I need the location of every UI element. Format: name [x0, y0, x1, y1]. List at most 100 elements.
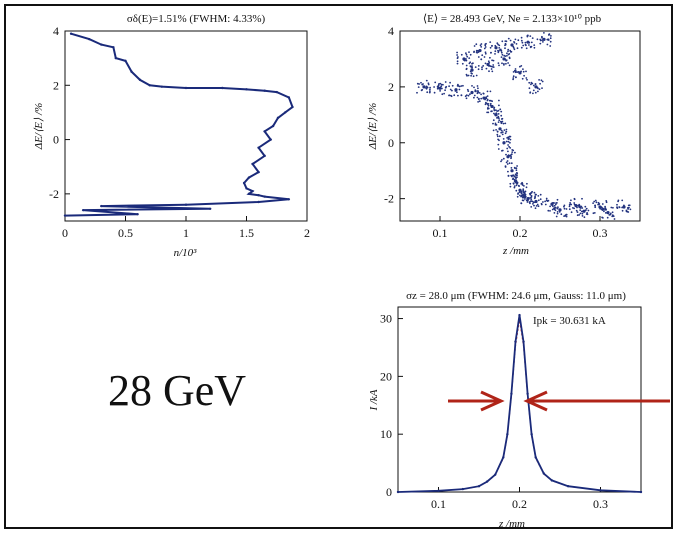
- p2-scatter-dot: [470, 72, 473, 75]
- p2-scatter-dot: [618, 206, 621, 209]
- p2-scatter-dot: [483, 56, 486, 58]
- p2-scatter-dot: [613, 218, 616, 220]
- p2-scatter-dot: [507, 150, 509, 153]
- p2-x-tick-label: 0.3: [593, 226, 608, 240]
- p2-scatter-dot: [506, 147, 509, 150]
- p1-data-point: [100, 204, 103, 208]
- energy-label: 28 GeV: [108, 366, 247, 415]
- p1-series-line: [64, 32, 294, 217]
- p2-scatter-dot: [525, 199, 528, 202]
- p2-y-ticks: 4 2 0 -2: [384, 24, 405, 206]
- p2-scatter-dot: [586, 212, 588, 214]
- p2-scatter-dot: [510, 153, 513, 156]
- p2-scatter-dot: [549, 40, 552, 43]
- p2-scatter-dot: [519, 194, 521, 197]
- p2-scatter-dot: [537, 87, 539, 90]
- p2-scatter-dot: [525, 70, 527, 73]
- p2-scatter-dot: [463, 59, 466, 62]
- p2-scatter-dot: [521, 77, 524, 80]
- p2-y-tick-label: 0: [388, 136, 394, 150]
- p2-scatter-dot: [456, 54, 458, 56]
- p2-scatter-dot: [579, 209, 582, 212]
- p2-scatter-dot: [494, 122, 497, 125]
- p2-scatter-dot: [416, 91, 418, 94]
- p2-scatter-dot: [605, 201, 608, 204]
- p2-scatter-dot: [477, 65, 480, 67]
- p2-scatter-dot: [592, 202, 594, 205]
- p2-scatter-dot: [539, 42, 542, 45]
- p2-scatter-dot: [549, 210, 551, 212]
- p2-scatter-dot: [509, 147, 512, 149]
- p2-scatter-dot: [465, 97, 468, 100]
- p1-data-point: [291, 105, 294, 109]
- p2-scatter-dot: [522, 189, 525, 192]
- p2-scatter-dot: [554, 203, 557, 206]
- p1-data-point: [81, 208, 85, 212]
- p2-scatter-dot: [548, 33, 551, 36]
- p2-scatter-dot: [581, 207, 584, 209]
- p2-scatter-dot: [543, 32, 545, 34]
- p1-data-point: [284, 111, 287, 114]
- p1-data-point: [276, 116, 280, 120]
- p1-y-label: ΔE/⟨E⟩ /%: [33, 103, 45, 151]
- p2-scatter-dot: [521, 183, 524, 185]
- peak-current-annotation: Ipk = 30.631 kA: [533, 315, 606, 327]
- p2-scatter-dot: [530, 196, 533, 198]
- p2-scatter-dot: [504, 55, 507, 57]
- p2-scatter-dot: [491, 59, 493, 62]
- phase-space-panel: ⟨E⟩ = 28.493 GeV, Ne = 2.133×10¹⁰ ppb 0.…: [367, 13, 641, 257]
- p2-scatter-dot: [556, 198, 559, 201]
- p1-data-point: [124, 59, 127, 63]
- p2-scatter-dot: [512, 77, 515, 79]
- p2-scatter-dot: [466, 55, 469, 58]
- p2-scatter-dot: [489, 41, 492, 43]
- p2-scatter-dot: [507, 170, 509, 173]
- p2-scatter-dot: [508, 145, 510, 148]
- p2-scatter-dot: [534, 193, 537, 196]
- p1-data-point: [257, 170, 260, 174]
- p2-scatter-dot: [626, 207, 629, 209]
- p2-scatter-dot: [504, 132, 507, 135]
- p2-scatter-dot: [505, 40, 508, 43]
- p2-scatter-dot: [621, 199, 624, 202]
- p2-scatter-dot: [470, 68, 473, 71]
- p3-x-tick-label: 0.2: [512, 497, 527, 511]
- p1-data-point: [112, 46, 115, 49]
- p2-scatter-dot: [487, 104, 490, 107]
- p2-scatter-dot: [578, 204, 581, 207]
- p2-scatter-dot: [497, 148, 500, 150]
- p2-scatter-dot: [593, 200, 596, 203]
- p2-scatter-dot: [526, 78, 528, 81]
- p3-data-point: [534, 456, 537, 459]
- p2-scatter-dot: [506, 163, 509, 165]
- p2-scatter-dot: [496, 130, 499, 133]
- p2-scatter-dot: [477, 68, 480, 71]
- p2-scatter-dot: [425, 85, 428, 88]
- p2-scatter-dot: [498, 119, 501, 122]
- p2-scatter-dot: [487, 65, 490, 67]
- p2-scatter-dot: [515, 76, 517, 78]
- p2-scatter-dot: [509, 39, 512, 42]
- p2-scatter-dot: [533, 191, 536, 194]
- p2-scatter-dot: [515, 169, 518, 172]
- p2-scatter-dot: [521, 41, 524, 44]
- p2-scatter-dot: [509, 141, 511, 144]
- p2-scatter-dot: [525, 186, 528, 189]
- p2-scatter-dot: [481, 66, 483, 69]
- p2-scatter-dot: [522, 188, 525, 191]
- p1-y-ticks: 4 2 0 -2: [49, 24, 70, 201]
- p2-scatter-dot: [504, 166, 507, 168]
- p2-scatter-dot: [487, 103, 490, 105]
- p2-scatter-dot: [584, 209, 587, 212]
- p2-scatter-dot: [495, 129, 497, 131]
- p2-scatter-dot: [629, 208, 632, 211]
- p2-scatter-dot: [594, 199, 597, 202]
- p2-scatter-dot: [434, 81, 437, 84]
- p2-scatter-dot: [522, 196, 524, 199]
- p2-scatter-dot: [510, 174, 513, 177]
- p2-scatter-dot: [542, 41, 544, 43]
- p2-scatter-dot: [454, 90, 457, 92]
- left-arrow-head: [480, 390, 505, 412]
- p2-scatter-dot: [499, 108, 502, 111]
- p2-scatter-dot: [534, 91, 537, 94]
